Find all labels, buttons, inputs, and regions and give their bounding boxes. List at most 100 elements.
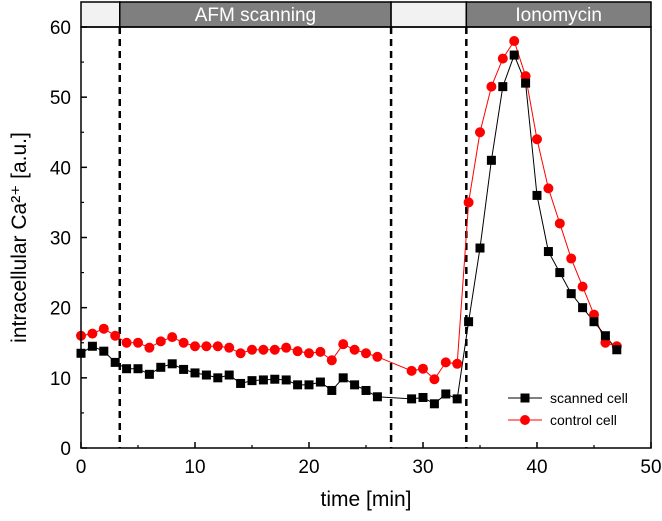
y-axis-label: intracellular Ca²⁺ [a.u.] [8,132,31,343]
data-point-scanned [293,380,303,390]
data-point-control [201,341,212,352]
data-point-scanned [304,380,314,390]
data-point-control [566,253,577,264]
phase-bar: AFM scanning Ionomycin [80,1,652,28]
data-point-scanned [521,78,531,88]
data-point-scanned [350,380,360,390]
data-point-scanned [144,369,154,379]
data-point-scanned [555,268,565,278]
legend-marker-scanned [520,393,530,403]
data-point-scanned [167,359,177,369]
data-point-scanned [133,364,143,374]
data-point-scanned [361,385,371,395]
data-point-control [589,309,599,320]
phase-label: AFM scanning [195,5,316,26]
x-tick-label: 50 [640,457,661,478]
data-point-scanned [486,155,496,165]
data-point-control [258,344,269,355]
series-line [80,53,618,405]
data-point-control [452,358,463,369]
data-point-control [144,342,155,353]
data-point-control [532,134,542,145]
data-point-scanned [338,373,348,383]
data-point-scanned [418,392,428,402]
data-point-scanned [407,394,417,404]
data-point-scanned [213,373,223,383]
data-point-control [486,81,497,92]
data-point-scanned [475,243,485,253]
data-point-scanned [122,364,132,374]
axes: 0 10 20 30 40 50 0 10 20 30 40 50 60 [50,18,662,478]
data-point-control [440,357,451,368]
data-point-scanned [315,377,325,387]
y-tick-label: 0 [60,439,71,460]
data-point-control [463,197,474,208]
phase-segment [80,1,121,28]
legend-label: control cell [550,412,617,428]
data-point-control [133,337,143,348]
data-point-control [155,336,166,347]
legend-label: scanned cell [550,390,628,406]
data-point-control [543,183,554,194]
data-point-scanned [236,378,246,388]
data-point-control [554,218,565,229]
x-tick-label: 40 [526,457,547,478]
data-point-control [509,36,520,47]
data-point-control [247,344,257,355]
data-point-control [121,337,132,348]
data-point-control [406,365,417,376]
phase-label: Ionomycin [515,5,602,26]
data-point-control [269,344,280,355]
plot-series [76,36,622,409]
data-point-scanned [464,317,474,327]
phase-dividers [118,27,468,448]
data-point-control [281,342,292,353]
data-point-control [224,342,235,353]
data-point-control [178,337,189,348]
data-point-control [190,341,200,352]
data-point-scanned [566,289,576,299]
data-point-control [497,53,508,64]
data-point-scanned [543,247,553,257]
data-point-scanned [99,346,109,356]
data-point-control [520,71,531,82]
x-tick-label: 30 [412,457,433,478]
data-point-control [475,127,485,138]
data-point-control [600,337,611,348]
data-point-scanned [589,317,599,327]
x-axis-label: time [min] [320,488,411,511]
data-point-control [98,323,109,334]
data-point-control [418,363,428,374]
data-point-scanned [327,385,337,395]
data-point-scanned [372,392,382,402]
data-point-scanned [429,399,439,409]
y-tick-label: 60 [50,18,71,39]
plot-frame [80,26,652,449]
data-point-scanned [156,362,166,372]
data-point-scanned [224,370,234,380]
data-point-control [304,348,314,359]
data-point-control [349,344,360,355]
data-point-scanned [258,375,268,385]
y-tick-label: 50 [50,88,71,109]
data-point-control [315,346,326,357]
x-tick-label: 20 [298,457,319,478]
data-point-control [292,346,303,357]
data-point-control [167,332,178,343]
data-point-scanned [578,303,588,313]
x-tick-label: 10 [184,457,205,478]
data-point-scanned [201,370,211,380]
data-point-scanned [270,374,280,384]
series-line [80,39,617,380]
data-point-control [429,374,440,385]
y-tick-label: 40 [50,158,71,179]
legend: scanned cell control cell [508,390,628,428]
y-tick-label: 30 [50,229,71,250]
y-tick-label: 10 [50,369,71,390]
data-point-scanned [179,364,189,374]
data-point-control [110,330,121,341]
data-point-control [372,351,383,362]
data-point-scanned [281,375,291,385]
data-point-scanned [612,345,622,355]
